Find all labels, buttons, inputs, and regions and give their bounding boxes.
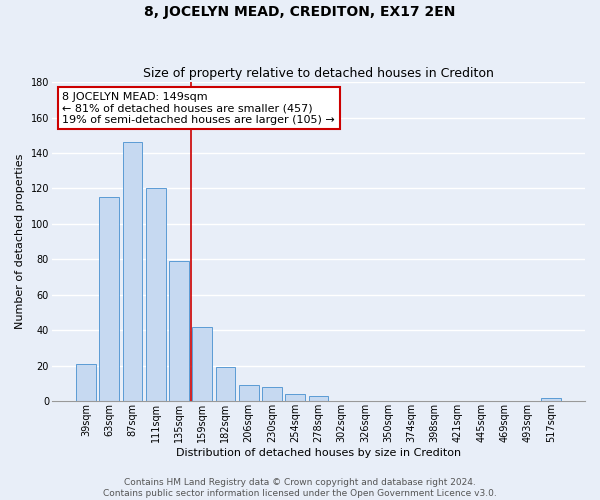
Bar	[193, 326, 212, 401]
Bar	[215, 368, 235, 401]
Bar	[308, 396, 328, 401]
Title: Size of property relative to detached houses in Crediton: Size of property relative to detached ho…	[143, 66, 494, 80]
Bar	[239, 385, 259, 401]
Bar	[169, 261, 189, 401]
X-axis label: Distribution of detached houses by size in Crediton: Distribution of detached houses by size …	[176, 448, 461, 458]
Bar	[146, 188, 166, 401]
Text: 8, JOCELYN MEAD, CREDITON, EX17 2EN: 8, JOCELYN MEAD, CREDITON, EX17 2EN	[145, 5, 455, 19]
Bar	[76, 364, 96, 401]
Bar	[285, 394, 305, 401]
Bar	[541, 398, 561, 401]
Text: 8 JOCELYN MEAD: 149sqm
← 81% of detached houses are smaller (457)
19% of semi-de: 8 JOCELYN MEAD: 149sqm ← 81% of detached…	[62, 92, 335, 125]
Y-axis label: Number of detached properties: Number of detached properties	[15, 154, 25, 330]
Bar	[262, 387, 282, 401]
Text: Contains HM Land Registry data © Crown copyright and database right 2024.
Contai: Contains HM Land Registry data © Crown c…	[103, 478, 497, 498]
Bar	[122, 142, 142, 401]
Bar	[100, 198, 119, 401]
